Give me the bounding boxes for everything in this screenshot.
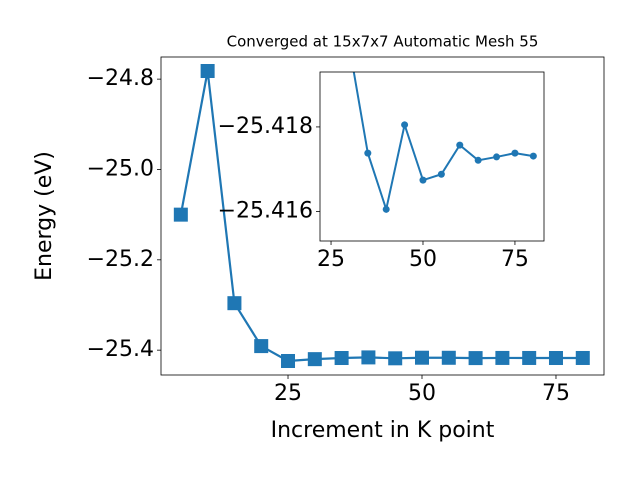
axes-frame bbox=[160, 56, 605, 376]
x-tick-label: 50 bbox=[408, 381, 436, 406]
x-tick-label: 75 bbox=[501, 247, 529, 272]
chart-title: Converged at 15x7x7 Automatic Mesh 55 bbox=[227, 33, 539, 51]
marker bbox=[495, 350, 510, 365]
y-tick-label: −25.0 bbox=[87, 156, 154, 181]
marker bbox=[173, 207, 188, 222]
marker bbox=[382, 205, 390, 213]
x-tick-label: 75 bbox=[542, 381, 570, 406]
marker bbox=[548, 351, 563, 366]
marker bbox=[511, 149, 519, 157]
marker bbox=[529, 152, 537, 160]
marker bbox=[456, 141, 464, 149]
axes-frame bbox=[319, 71, 545, 242]
series-line bbox=[179, 70, 583, 363]
y-tick-label: −25.416 bbox=[218, 198, 313, 223]
x-tick-label: 50 bbox=[409, 247, 437, 272]
y-tick-label: −24.8 bbox=[87, 66, 154, 91]
marker bbox=[200, 64, 215, 79]
x-tick-label: 25 bbox=[274, 381, 302, 406]
y-tick-label: −25.2 bbox=[87, 247, 154, 272]
marker bbox=[401, 121, 409, 129]
marker bbox=[334, 351, 349, 366]
marker bbox=[361, 350, 376, 365]
marker bbox=[414, 350, 429, 365]
plot-area bbox=[352, 72, 537, 214]
marker bbox=[307, 352, 322, 367]
y-tick-label: −25.4 bbox=[87, 337, 154, 362]
marker bbox=[441, 350, 456, 365]
y-axis-label: Energy (eV) bbox=[32, 151, 57, 281]
plot-area bbox=[173, 64, 590, 368]
x-tick-label: 25 bbox=[317, 247, 345, 272]
marker bbox=[254, 339, 269, 354]
marker bbox=[419, 176, 427, 184]
marker bbox=[522, 350, 537, 365]
marker bbox=[493, 153, 501, 161]
marker bbox=[437, 170, 445, 178]
marker bbox=[474, 156, 482, 164]
marker bbox=[388, 351, 403, 366]
marker bbox=[575, 350, 590, 365]
marker bbox=[227, 296, 242, 311]
y-tick-label: −25.418 bbox=[218, 114, 313, 139]
marker bbox=[281, 353, 296, 368]
inset-background bbox=[320, 72, 544, 241]
x-axis-label: Increment in K point bbox=[271, 418, 495, 443]
marker bbox=[364, 149, 372, 157]
marker bbox=[468, 351, 483, 366]
